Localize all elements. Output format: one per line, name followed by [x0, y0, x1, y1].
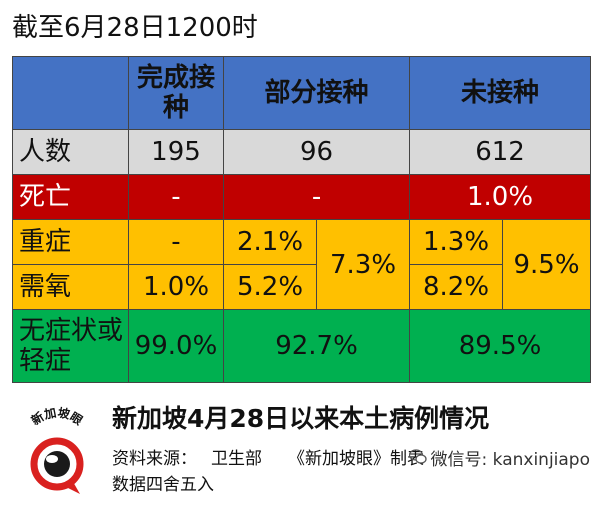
table-header-row: 完成接种 部分接种 未接种 — [12, 56, 592, 130]
severe-none: 1.3% — [409, 219, 504, 265]
logo-text: 新加坡眼 — [28, 405, 85, 428]
count-none: 612 — [409, 129, 592, 175]
header-complete: 完成接种 — [128, 56, 224, 130]
wechat-icon — [408, 448, 427, 472]
combined-none: 9.5% — [502, 219, 592, 310]
wechat-text: 微信号: kanxinjiapo — [430, 450, 590, 470]
severe-partial: 2.1% — [223, 219, 317, 265]
header-corner — [12, 56, 129, 130]
rounding-note: 数据四舍五入 — [112, 475, 214, 495]
footer-title: 新加坡4月28日以来本土病例情况 — [112, 404, 490, 433]
svg-text:新加坡眼: 新加坡眼 — [28, 405, 85, 428]
logo-eye — [44, 451, 70, 477]
footer-source: 资料来源： 卫生部 《新加坡眼》制表 — [112, 447, 424, 471]
mild-partial: 92.7% — [222, 309, 411, 383]
death-none: 1.0% — [409, 174, 592, 220]
death-partial: - — [222, 174, 411, 220]
row-label-oxygen: 需氧 — [12, 264, 129, 310]
oxygen-partial: 5.2% — [223, 264, 317, 310]
header-none: 未接种 — [409, 56, 592, 130]
made-by: 《新加坡眼》制表 — [288, 449, 424, 469]
row-label-mild: 无症状或轻症 — [12, 309, 129, 383]
row-label-count: 人数 — [12, 129, 129, 175]
oxygen-complete: 1.0% — [128, 264, 224, 310]
count-complete: 195 — [128, 129, 224, 175]
row-label-severe: 重症 — [12, 219, 129, 265]
table-row-mild: 无症状或轻症 99.0% 92.7% 89.5% — [12, 309, 592, 383]
table-row-count: 人数 195 96 612 — [12, 129, 592, 175]
page-title: 截至6月28日1200时 — [12, 13, 258, 43]
table-row-death: 死亡 - - 1.0% — [12, 174, 592, 220]
source-label: 资料来源： — [112, 449, 197, 469]
mild-none: 89.5% — [409, 309, 592, 383]
table-row-severe: 重症 - 2.1% 7.3% 1.3% 9.5% — [12, 219, 592, 310]
source-org: 卫生部 — [211, 449, 262, 469]
combined-partial: 7.3% — [315, 219, 411, 310]
severe-complete: - — [128, 219, 224, 265]
logo-eye-highlight — [46, 455, 58, 463]
mild-complete: 99.0% — [128, 309, 224, 383]
vaccination-outcome-table: 完成接种 部分接种 未接种 人数 195 96 612 死亡 - - 1.0% … — [12, 56, 592, 383]
logo-pointer — [64, 480, 80, 494]
oxygen-none: 8.2% — [409, 264, 504, 310]
death-complete: - — [128, 174, 224, 220]
wechat-id: 微信号: kanxinjiapo — [408, 448, 590, 472]
header-partial: 部分接种 — [222, 56, 411, 130]
row-label-death: 死亡 — [12, 174, 129, 220]
xinjiapo-eye-logo: 新加坡眼 — [28, 405, 85, 494]
count-partial: 96 — [222, 129, 411, 175]
table-row-oxygen: 需氧 1.0% 5.2% 8.2% — [12, 264, 591, 310]
